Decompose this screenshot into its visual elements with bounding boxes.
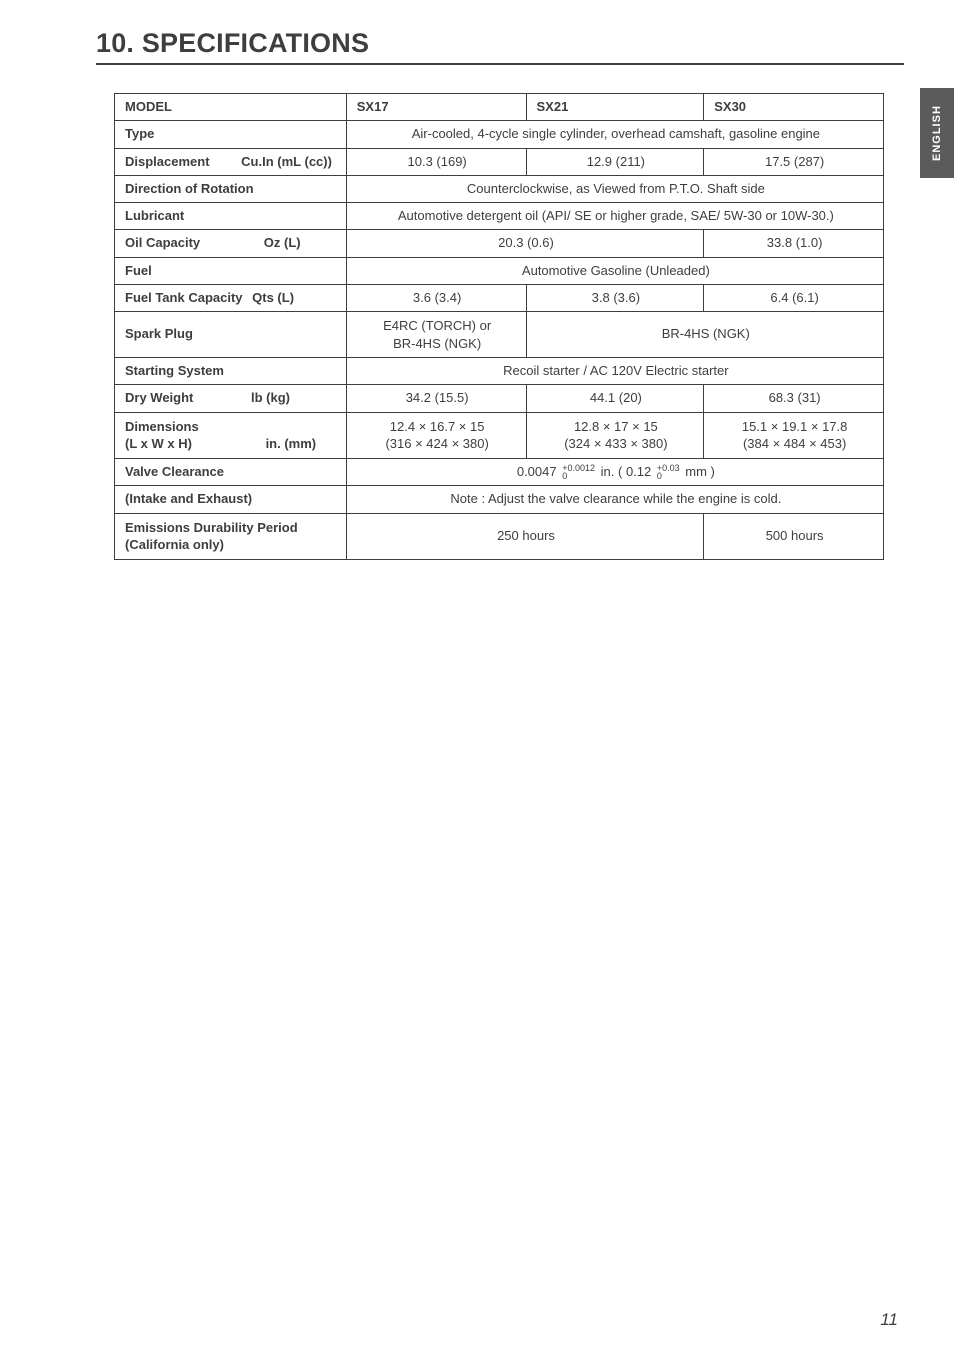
value-intake-exhaust: Note : Adjust the valve clearance while … (346, 486, 883, 513)
dim-sx30-a: 15.1 × 19.1 × 17.8 (742, 419, 848, 434)
header-sx17: SX17 (346, 94, 526, 121)
label-dimensions-1: Dimensions (125, 419, 199, 434)
label-starting: Starting System (115, 358, 347, 385)
section-title: 10. SPECIFICATIONS (96, 28, 904, 59)
row-dimensions: Dimensions (L x W x H) in. (mm) 12.4 × 1… (115, 412, 884, 458)
row-fuel: Fuel Automotive Gasoline (Unleaded) (115, 257, 884, 284)
unit-dry-weight: lb (kg) (251, 390, 290, 406)
row-direction: Direction of Rotation Counterclockwise, … (115, 175, 884, 202)
dry-weight-sx21: 44.1 (20) (526, 385, 704, 412)
vc-tol2: +0.030 (657, 464, 680, 480)
header-row: MODEL SX17 SX21 SX30 (115, 94, 884, 121)
dim-sx21-b: (324 × 433 × 380) (564, 436, 667, 451)
label-dimensions-2: (L x W x H) (125, 436, 192, 451)
row-fuel-tank: Fuel Tank Capacity Qts (L) 3.6 (3.4) 3.8… (115, 284, 884, 311)
spark-plug-right: BR-4HS (NGK) (526, 312, 883, 358)
unit-oil-capacity: Oz (L) (264, 235, 301, 251)
label-lubricant: Lubricant (115, 203, 347, 230)
dry-weight-sx30: 68.3 (31) (704, 385, 884, 412)
dim-sx17-a: 12.4 × 16.7 × 15 (390, 419, 485, 434)
value-direction: Counterclockwise, as Viewed from P.T.O. … (346, 175, 883, 202)
dim-sx21-a: 12.8 × 17 × 15 (574, 419, 658, 434)
label-fuel-tank-text: Fuel Tank Capacity (125, 290, 243, 305)
value-lubricant: Automotive detergent oil (API/ SE or hig… (346, 203, 883, 230)
row-intake-exhaust: (Intake and Exhaust) Note : Adjust the v… (115, 486, 884, 513)
label-displacement: Displacement Cu.In (mL (cc)) (115, 148, 347, 175)
label-type: Type (115, 121, 347, 148)
emissions-right: 500 hours (704, 513, 884, 559)
oil-capacity-right: 33.8 (1.0) (704, 230, 884, 257)
specifications-table: MODEL SX17 SX21 SX30 Type Air-cooled, 4-… (114, 93, 884, 560)
label-dimensions: Dimensions (L x W x H) in. (mm) (115, 412, 347, 458)
value-type: Air-cooled, 4-cycle single cylinder, ove… (346, 121, 883, 148)
value-fuel: Automotive Gasoline (Unleaded) (346, 257, 883, 284)
label-valve-clearance: Valve Clearance (115, 458, 347, 486)
row-oil-capacity: Oil Capacity Oz (L) 20.3 (0.6) 33.8 (1.0… (115, 230, 884, 257)
header-sx30: SX30 (704, 94, 884, 121)
label-intake-exhaust: (Intake and Exhaust) (115, 486, 347, 513)
unit-displacement: Cu.In (mL (cc)) (241, 154, 332, 170)
fuel-tank-sx17: 3.6 (3.4) (346, 284, 526, 311)
dimensions-sx21: 12.8 × 17 × 15 (324 × 433 × 380) (526, 412, 704, 458)
displacement-sx30: 17.5 (287) (704, 148, 884, 175)
label-emissions-2: (California only) (125, 537, 224, 552)
spark-plug-left: E4RC (TORCH) orBR-4HS (NGK) (346, 312, 526, 358)
label-oil-capacity-text: Oil Capacity (125, 235, 200, 250)
row-lubricant: Lubricant Automotive detergent oil (API/… (115, 203, 884, 230)
row-starting: Starting System Recoil starter / AC 120V… (115, 358, 884, 385)
label-spark-plug: Spark Plug (115, 312, 347, 358)
label-oil-capacity: Oil Capacity Oz (L) (115, 230, 347, 257)
label-direction: Direction of Rotation (115, 175, 347, 202)
label-displacement-text: Displacement (125, 154, 210, 169)
label-dry-weight-text: Dry Weight (125, 390, 193, 405)
header-model: MODEL (115, 94, 347, 121)
displacement-sx21: 12.9 (211) (526, 148, 704, 175)
fuel-tank-sx21: 3.8 (3.6) (526, 284, 704, 311)
row-dry-weight: Dry Weight lb (kg) 34.2 (15.5) 44.1 (20)… (115, 385, 884, 412)
page-number: 11 (880, 1310, 898, 1330)
label-fuel-tank: Fuel Tank Capacity Qts (L) (115, 284, 347, 311)
dimensions-sx17: 12.4 × 16.7 × 15 (316 × 424 × 380) (346, 412, 526, 458)
row-valve-clearance: Valve Clearance 0.0047 +0.00120 in. ( 0.… (115, 458, 884, 486)
dim-sx17-b: (316 × 424 × 380) (385, 436, 488, 451)
row-spark-plug: Spark Plug E4RC (TORCH) orBR-4HS (NGK) B… (115, 312, 884, 358)
oil-capacity-left: 20.3 (0.6) (346, 230, 703, 257)
vc-prefix: 0.0047 (517, 464, 557, 479)
unit-dimensions: in. (mm) (266, 435, 317, 453)
value-valve-clearance: 0.0047 +0.00120 in. ( 0.12 +0.030 mm ) (346, 458, 883, 486)
title-rule (96, 63, 904, 65)
displacement-sx17: 10.3 (169) (346, 148, 526, 175)
vc-mid: in. ( 0.12 (601, 464, 652, 479)
unit-fuel-tank: Qts (L) (252, 290, 294, 305)
vc-tol1: +0.00120 (562, 464, 595, 480)
dim-sx30-b: (384 × 484 × 453) (743, 436, 846, 451)
row-type: Type Air-cooled, 4-cycle single cylinder… (115, 121, 884, 148)
header-sx21: SX21 (526, 94, 704, 121)
dimensions-sx30: 15.1 × 19.1 × 17.8 (384 × 484 × 453) (704, 412, 884, 458)
row-displacement: Displacement Cu.In (mL (cc)) 10.3 (169) … (115, 148, 884, 175)
label-fuel: Fuel (115, 257, 347, 284)
fuel-tank-sx30: 6.4 (6.1) (704, 284, 884, 311)
page-content: 10. SPECIFICATIONS MODEL SX17 SX21 SX30 … (0, 0, 954, 560)
label-emissions-1: Emissions Durability Period (125, 520, 298, 535)
dry-weight-sx17: 34.2 (15.5) (346, 385, 526, 412)
row-emissions: Emissions Durability Period (California … (115, 513, 884, 559)
vc-suffix: mm ) (685, 464, 715, 479)
value-starting: Recoil starter / AC 120V Electric starte… (346, 358, 883, 385)
label-dry-weight: Dry Weight lb (kg) (115, 385, 347, 412)
label-emissions: Emissions Durability Period (California … (115, 513, 347, 559)
emissions-left: 250 hours (346, 513, 703, 559)
